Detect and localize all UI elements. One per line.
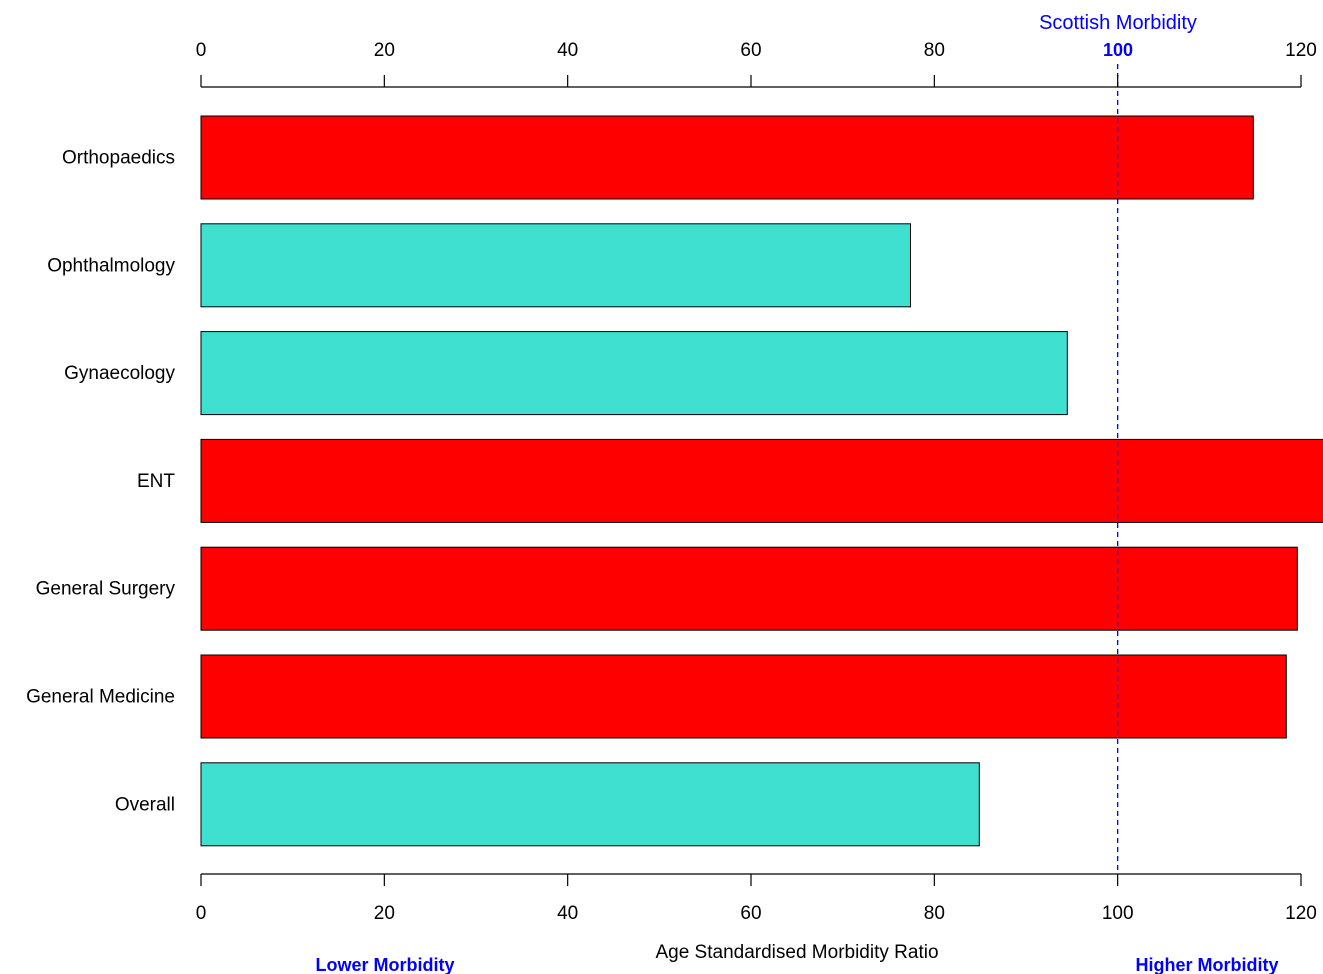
category-label-overall: Overall [115, 794, 175, 815]
category-label-ophthalmology: Ophthalmology [47, 255, 175, 276]
bottom-tick-label-120: 120 [1285, 903, 1317, 924]
reference-line-value-label: 100 [1103, 40, 1133, 60]
bottom-tick-label-100: 100 [1102, 903, 1134, 924]
top-tick-label-80: 80 [924, 40, 945, 61]
category-labels: Orthopaedics Ophthalmology Gynaecology ENT G… [26, 148, 175, 816]
top-tick-label-120: 120 [1285, 40, 1317, 61]
higher-morbidity-note: Higher Morbidity [1136, 955, 1279, 974]
top-tick-label-20: 20 [374, 40, 395, 61]
reference-line-label: Scottish Morbidity [1039, 12, 1197, 34]
top-tick-label-60: 60 [740, 40, 761, 61]
bar-general-medicine [200, 654, 1287, 739]
lower-morbidity-note: Lower Morbidity [316, 955, 455, 974]
bars-group [200, 115, 1323, 847]
category-label-orthopaedics: Orthopaedics [62, 148, 175, 169]
bottom-axis: 0 20 40 60 80 100 120 [196, 873, 1317, 924]
x-axis-label: Age Standardised Morbidity Ratio [655, 942, 938, 963]
top-tick-label-40: 40 [557, 40, 578, 61]
category-label-ent: ENT [137, 471, 175, 492]
bottom-tick-label-20: 20 [374, 903, 395, 924]
bottom-tick-label-40: 40 [557, 903, 578, 924]
bar-orthopaedics [200, 115, 1254, 200]
bottom-tick-label-80: 80 [924, 903, 945, 924]
category-label-general-surgery: General Surgery [36, 579, 176, 600]
category-label-gynaecology: Gynaecology [64, 363, 175, 384]
bar-ophthalmology [200, 223, 911, 308]
bar-gynaecology [200, 331, 1068, 416]
top-axis: 0 20 40 60 80 120 [196, 40, 1317, 88]
bottom-tick-label-0: 0 [196, 903, 207, 924]
bar-ent [200, 438, 1323, 523]
top-tick-label-0: 0 [196, 40, 207, 61]
bar-general-surgery [200, 546, 1298, 631]
bar-overall [200, 762, 980, 847]
bottom-tick-label-60: 60 [740, 903, 761, 924]
category-label-general-medicine: General Medicine [26, 687, 175, 708]
